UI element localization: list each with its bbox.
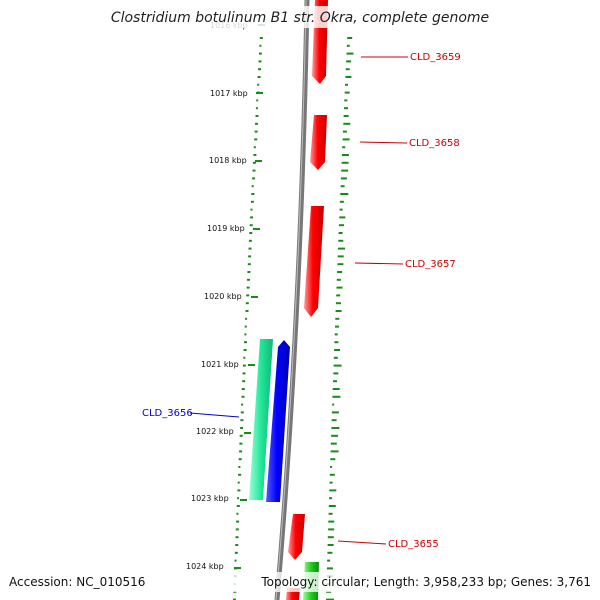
tick-label: 1022 kbp — [196, 427, 234, 436]
gc-content-track-right — [326, 37, 354, 600]
gene-label-cld-3656[interactable]: CLD_3656 — [142, 408, 193, 419]
tick-label: 1019 kbp — [207, 224, 245, 233]
map-title: Clostridium botulinum B1 str. Okra, comp… — [111, 10, 489, 26]
genome-backbone-highlight — [275, 0, 307, 600]
title-backdrop — [112, 6, 488, 28]
tick-label: 1023 kbp — [191, 494, 229, 503]
gene-label-cld-3658[interactable]: CLD_3658 — [409, 138, 460, 149]
accession-text: Accession: NC_010516 — [9, 575, 145, 589]
gc-content-track-left — [233, 37, 263, 600]
gene-label-cld-3655[interactable]: CLD_3655 — [388, 539, 439, 550]
genome-backbone — [274, 0, 310, 600]
cds-arrow-cld-3657[interactable] — [304, 206, 324, 317]
cds-arrow-cld-3655[interactable] — [288, 514, 305, 560]
footer-backdrop — [0, 572, 600, 592]
tick-label: 1021 kbp — [201, 360, 239, 369]
cds-arrow-cld-3656[interactable] — [266, 340, 290, 502]
genome-summary-text: Topology: circular; Length: 3,958,233 bp… — [260, 575, 591, 589]
leader-cld-3656 — [189, 412, 240, 418]
tick-label: 1017 kbp — [210, 89, 248, 98]
tick-label: 1024 kbp — [186, 562, 224, 571]
cds-arrow-cld-3658[interactable] — [310, 115, 327, 170]
tick-label: 1018 kbp — [209, 156, 247, 165]
feature-teal-block[interactable] — [249, 339, 273, 500]
gene-label-cld-3659[interactable]: CLD_3659 — [410, 52, 461, 63]
leader-cld-3657 — [354, 262, 404, 265]
gene-label-cld-3657[interactable]: CLD_3657 — [405, 259, 456, 270]
leader-cld-3655 — [337, 540, 387, 545]
leader-cld-3658 — [359, 141, 408, 144]
tick-label: 1020 kbp — [204, 292, 242, 301]
